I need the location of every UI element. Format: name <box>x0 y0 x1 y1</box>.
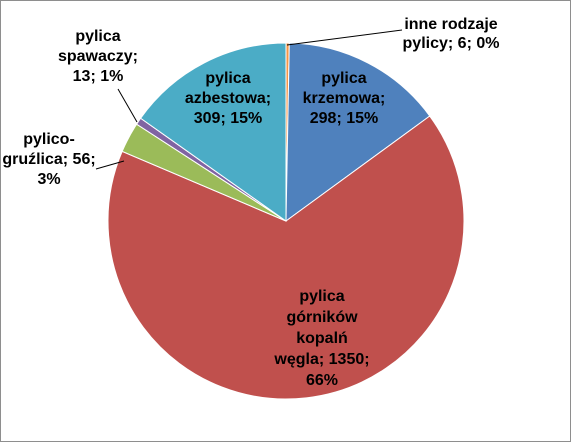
data-label-5-line-2: 309; 15% <box>194 110 263 127</box>
pie-slice-5 <box>139 42 287 222</box>
data-label-3-line-2: 3% <box>37 171 60 188</box>
data-label-2-line-4: 66% <box>306 372 338 389</box>
leader-line-3 <box>95 160 125 170</box>
data-label-1-line-1: krzemowa; <box>303 90 386 107</box>
data-label-3-line-0: pylico- <box>23 131 75 148</box>
data-label-4-line-0: pylica <box>75 28 120 45</box>
leader-line-0 <box>286 29 403 46</box>
data-label-2-line-2: kopalń <box>296 330 348 347</box>
data-label-1-line-2: 298; 15% <box>310 110 379 127</box>
data-label-5: pylica azbestowa; 309; 15% <box>185 70 271 127</box>
data-label-4-line-1: spawaczy; <box>58 48 138 65</box>
data-label-1: pylica krzemowa; 298; 15% <box>303 70 386 127</box>
data-label-1-line-0: pylica <box>321 70 366 87</box>
data-label-5-line-1: azbestowa; <box>185 90 271 107</box>
data-label-0-line-0: inne rodzaje <box>404 16 497 33</box>
data-label-0-line-1: pylicy; 6; 0% <box>403 35 500 52</box>
data-label-2-line-0: pylica <box>299 288 344 305</box>
pie-slice-1 <box>285 42 431 222</box>
leader-line-4 <box>117 88 138 123</box>
pie-slices <box>107 42 465 400</box>
data-label-4-line-2: 13; 1% <box>73 68 124 85</box>
data-label-4: pylica spawaczy; 13; 1% <box>58 28 138 85</box>
data-label-3-line-1: gruźlica; 56; <box>2 151 95 168</box>
data-label-2: pylica górników kopalń węgla; 1350; 66% <box>273 288 369 389</box>
data-label-0: inne rodzaje pylicy; 6; 0% <box>403 16 500 52</box>
pie-slice-2 <box>107 115 465 400</box>
data-label-2-line-1: górników <box>286 309 358 326</box>
data-label-2-line-3: węgla; 1350; <box>273 351 369 368</box>
data-label-5-line-0: pylica <box>205 70 250 87</box>
data-label-3: pylico-gruźlica; 56; 3% <box>2 131 95 188</box>
